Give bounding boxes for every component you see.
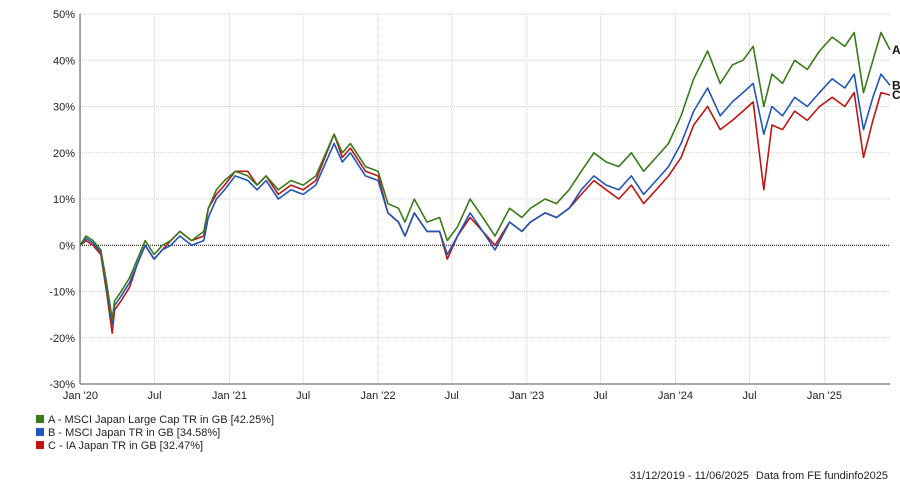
x-tick-label: Jan '20: [63, 390, 98, 402]
end-label-b: B: [892, 78, 900, 92]
y-tick-label: 50%: [53, 9, 75, 21]
legend-label-b: B - MSCI Japan TR in GB [34.58%]: [48, 427, 220, 439]
y-tick-label: -10%: [49, 287, 75, 299]
x-tick-label: Jul: [147, 390, 161, 402]
axis-layer: 50% 40% 30% 20% 10% 0% -10% -20% -30%Jan '20 Jul J…: [49, 9, 890, 402]
x-tick-label: Jul: [296, 390, 310, 402]
x-tick-label: Jul: [445, 390, 459, 402]
end-label-layer: A BC: [892, 43, 900, 102]
x-tick-label: Jan '23: [509, 390, 544, 402]
footer-date-range: 31/12/2019 - 11/06/2025: [630, 470, 749, 482]
footer-source-text: 31/12/2019 - 11/06/2025 Data from FE fun…: [630, 470, 888, 482]
y-tick-label: -20%: [49, 333, 75, 345]
legend-swatch-a: [36, 415, 44, 423]
grid-layer: [79, 13, 890, 385]
legend: A - MSCI Japan Large Cap TR in GB [42.25…: [36, 414, 274, 452]
x-tick-label: Jul: [742, 390, 756, 402]
y-tick-label: 0%: [59, 240, 75, 252]
series-line-c: [79, 91, 891, 334]
end-label-c: C: [892, 88, 900, 102]
legend-swatch-c: [36, 441, 44, 449]
series-line-b: [79, 73, 891, 325]
y-tick-label: -30%: [49, 379, 75, 391]
legend-label-a: A - MSCI Japan Large Cap TR in GB [42.25…: [48, 414, 274, 426]
x-tick-label: Jan '21: [212, 390, 247, 402]
end-label-a: A: [892, 43, 900, 57]
y-tick-label: 30%: [53, 102, 75, 114]
legend-label-c: C - IA Japan TR in GB [32.47%]: [48, 440, 203, 452]
footer-source: Data from FE fundinfo2025: [756, 470, 888, 482]
x-tick-label: Jul: [593, 390, 607, 402]
series-line-a: [79, 31, 891, 321]
legend-swatch-b: [36, 428, 44, 436]
x-tick-label: Jan '24: [658, 390, 693, 402]
x-tick-label: Jan '22: [361, 390, 396, 402]
x-tick-label: Jan '25: [807, 390, 842, 402]
y-tick-label: 40%: [53, 55, 75, 67]
y-tick-label: 20%: [53, 148, 75, 160]
y-tick-label: 10%: [53, 194, 75, 206]
series-layer: [79, 31, 891, 334]
